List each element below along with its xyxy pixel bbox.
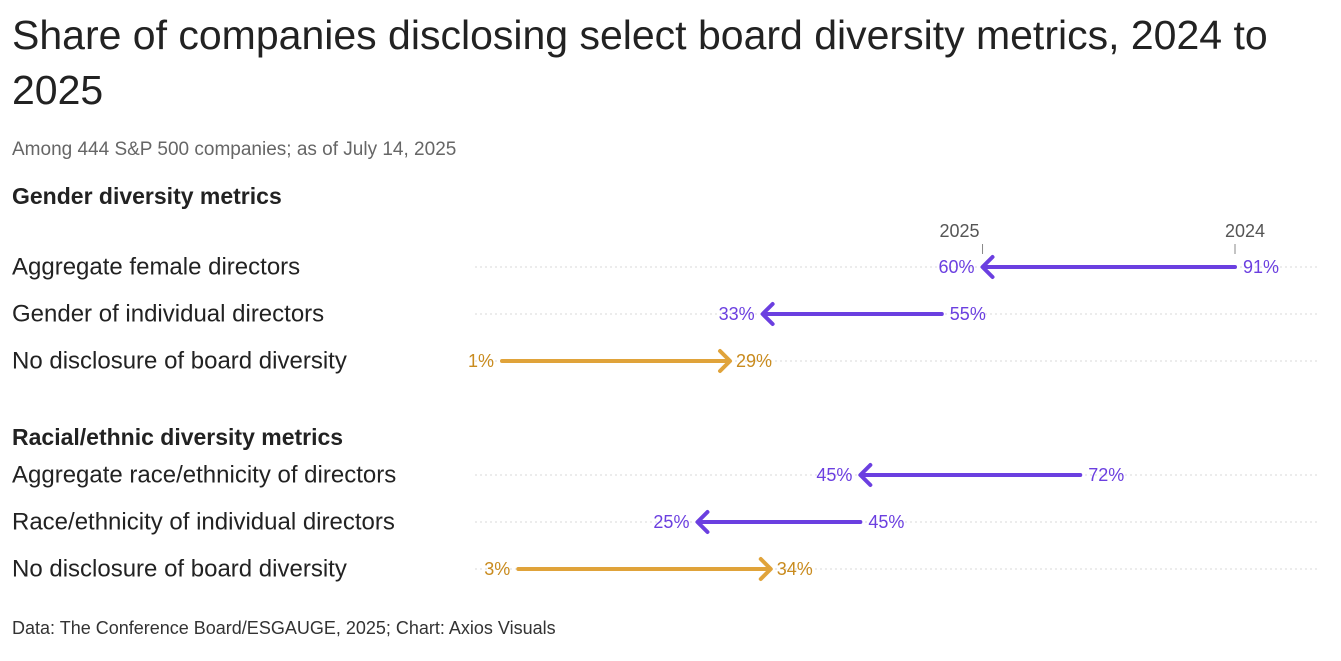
value-label-2025: 60% [938,257,974,277]
value-label-2024: 72% [1088,465,1124,485]
value-label-2024: 55% [950,304,986,324]
row-label: No disclosure of board diversity [12,347,347,374]
value-label-2024: 45% [868,512,904,532]
group-title: Gender diversity metrics [12,183,282,209]
row-label: No disclosure of board diversity [12,555,347,582]
value-label-2024: 1% [468,351,494,371]
arrow-head [858,463,873,487]
value-label-2024: 91% [1243,257,1279,277]
value-label-2025: 33% [719,304,755,324]
year-header-2025: 2025 [939,221,979,241]
row-label: Gender of individual directors [12,300,324,327]
value-label-2024: 3% [484,559,510,579]
arrow-head [718,349,733,373]
arrow-head [695,510,710,534]
arrow-head [980,255,995,279]
row-label: Aggregate female directors [12,253,300,280]
chart-subtitle: Among 444 S&P 500 companies; as of July … [12,139,457,160]
row-label: Race/ethnicity of individual directors [12,508,395,535]
chart-title: Share of companies disclosing select boa… [12,12,1268,113]
group-title: Racial/ethnic diversity metrics [12,424,343,450]
arrow-head [758,557,773,581]
value-label-2025: 25% [653,512,689,532]
arrow-head [760,302,775,326]
value-label-2025: 34% [777,559,813,579]
value-label-2025: 29% [736,351,772,371]
chart-source: Data: The Conference Board/ESGAUGE, 2025… [12,618,556,638]
value-label-2025: 45% [816,465,852,485]
year-header-2024: 2024 [1225,221,1265,241]
row-label: Aggregate race/ethnicity of directors [12,461,396,488]
